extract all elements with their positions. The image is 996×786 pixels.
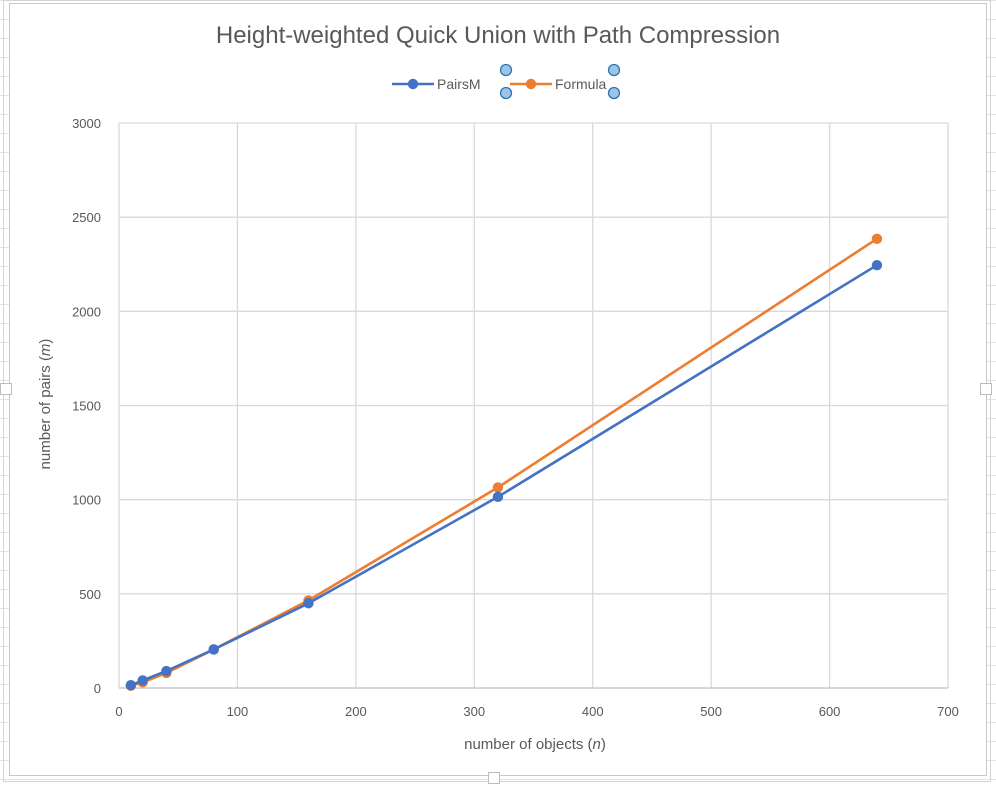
resize-handle-right[interactable] [980, 383, 992, 395]
x-axis-label: number of objects (n) [464, 736, 606, 753]
selection-handle[interactable] [607, 63, 621, 77]
chart-area[interactable]: Height-weighted Quick Union with Path Co… [9, 3, 987, 776]
legend-marker [525, 78, 537, 90]
y-axis-ticks: 0 500 1000 1500 2000 2500 3000 [72, 116, 101, 696]
data-point [137, 675, 148, 686]
data-point [492, 491, 504, 503]
data-point [208, 644, 219, 655]
line-chart: Height-weighted Quick Union with Path Co… [37, 22, 959, 753]
series-formula [125, 233, 883, 691]
x-tick-label: 400 [582, 704, 604, 719]
selection-handle[interactable] [607, 86, 621, 100]
series-pairsm [125, 259, 883, 691]
y-tick-label: 2000 [72, 304, 101, 319]
x-axis-ticks: 0 100 200 300 400 500 600 700 [115, 704, 958, 719]
x-tick-label: 200 [345, 704, 367, 719]
x-tick-label: 700 [937, 704, 959, 719]
series-layer [125, 233, 883, 691]
y-axis-label: number of pairs (m) [37, 339, 54, 470]
y-tick-label: 1000 [72, 493, 101, 508]
data-point [871, 259, 883, 271]
y-tick-label: 500 [79, 587, 101, 602]
x-tick-label: 300 [463, 704, 485, 719]
x-tick-label: 100 [227, 704, 249, 719]
resize-handle-bottom[interactable] [488, 772, 500, 784]
legend-marker [407, 78, 419, 90]
resize-handle-left[interactable] [0, 383, 12, 395]
series-line [130, 264, 878, 687]
data-point [492, 482, 504, 493]
y-tick-label: 2500 [72, 210, 101, 225]
legend-item-pairsm[interactable]: PairsM [392, 76, 481, 92]
selection-handle[interactable] [499, 86, 513, 100]
legend[interactable]: PairsM Formula [392, 63, 621, 100]
y-tick-label: 3000 [72, 116, 101, 131]
y-tick-label: 0 [94, 681, 101, 696]
legend-label: PairsM [437, 76, 481, 92]
gridlines [118, 122, 949, 689]
data-point [161, 665, 172, 677]
chart-title: Height-weighted Quick Union with Path Co… [216, 22, 780, 49]
data-point [125, 679, 137, 691]
legend-item-formula[interactable]: Formula [510, 76, 607, 92]
x-tick-label: 0 [115, 704, 122, 719]
x-tick-label: 500 [700, 704, 722, 719]
legend-label: Formula [555, 76, 607, 92]
series-line [130, 237, 878, 687]
data-point [871, 233, 883, 245]
data-point [303, 598, 314, 609]
selection-handle[interactable] [499, 63, 513, 77]
x-tick-label: 600 [819, 704, 841, 719]
y-tick-label: 1500 [72, 399, 101, 414]
